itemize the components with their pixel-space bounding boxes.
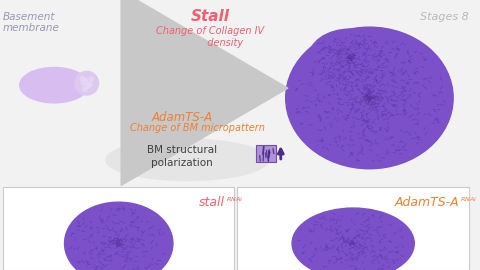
Ellipse shape	[286, 27, 453, 169]
Text: stall: stall	[199, 196, 225, 209]
Circle shape	[88, 82, 92, 87]
Ellipse shape	[138, 58, 201, 117]
Ellipse shape	[20, 68, 89, 103]
Bar	[3, 187, 234, 270]
Text: $^{RNAi}$: $^{RNAi}$	[226, 196, 243, 205]
Ellipse shape	[106, 139, 268, 181]
Circle shape	[83, 87, 87, 92]
Circle shape	[86, 84, 90, 88]
Circle shape	[82, 81, 86, 86]
Ellipse shape	[64, 202, 173, 270]
Text: Stall: Stall	[191, 9, 229, 25]
Bar	[238, 187, 469, 270]
Text: $^{RNAi}$: $^{RNAi}$	[460, 196, 477, 205]
Ellipse shape	[292, 208, 414, 270]
Ellipse shape	[75, 71, 98, 95]
Text: Change of BM micropattern: Change of BM micropattern	[130, 123, 264, 133]
Text: AdamTS-A: AdamTS-A	[152, 111, 213, 124]
Text: Stages 8: Stages 8	[420, 12, 469, 22]
Circle shape	[84, 78, 88, 83]
Text: Change of Collagen IV
          density: Change of Collagen IV density	[156, 26, 264, 48]
Circle shape	[80, 77, 84, 81]
Ellipse shape	[308, 29, 391, 88]
Circle shape	[89, 77, 94, 82]
Bar	[256, 145, 276, 162]
Text: BM structural
polarization: BM structural polarization	[147, 145, 217, 168]
Text: membrane: membrane	[3, 23, 60, 33]
Text: AdamTS-A: AdamTS-A	[395, 196, 459, 209]
Text: Basement: Basement	[3, 12, 56, 22]
